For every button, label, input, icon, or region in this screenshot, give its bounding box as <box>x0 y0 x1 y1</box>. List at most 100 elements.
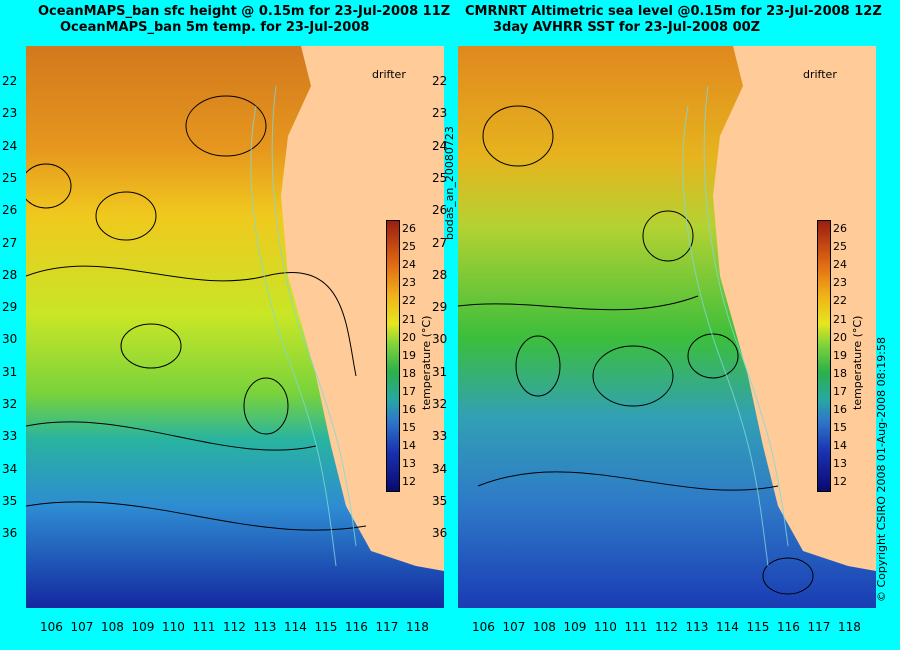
latitude-tick-label: 28 <box>432 267 448 282</box>
longitude-tick-label: 112 <box>223 620 246 634</box>
colorbar-tick-label: 13 <box>402 457 416 471</box>
right-title-line1: CMRNRT Altimetric sea level @0.15m for 2… <box>465 4 882 19</box>
colorbar-tick-label: 19 <box>402 348 416 362</box>
left-drifter-label: drifter <box>372 68 406 81</box>
longitude-tick-label: 113 <box>685 620 709 634</box>
latitude-tick-label: 31 <box>2 364 18 379</box>
colorbar-tick-label: 18 <box>402 366 416 380</box>
longitude-tick-label: 117 <box>375 620 399 634</box>
latitude-tick-label: 29 <box>432 300 448 315</box>
colorbar-tick-label: 26 <box>402 222 416 235</box>
left-title-line1: OceanMAPS_ban sfc height @ 0.15m for 23-… <box>38 4 451 19</box>
colorbar-tick-label: 22 <box>833 294 847 308</box>
copyright-label: © Copyright CSIRO 2008 01-Aug-2008 08:19… <box>875 336 888 602</box>
latitude-tick-label: 24 <box>2 138 18 153</box>
right-title-line2: 3day AVHRR SST for 23-Jul-2008 00Z <box>493 20 761 35</box>
colorbar-tick-label: 25 <box>833 240 847 254</box>
latitude-tick-label: 28 <box>2 267 18 282</box>
bathymetry-contours <box>250 85 357 567</box>
colorbar-tick-label: 18 <box>833 366 847 380</box>
sea-level-contours <box>26 95 367 531</box>
latitude-tick-label: 35 <box>432 493 448 508</box>
longitude-tick-label: 108 <box>533 620 556 634</box>
bathymetry-contours <box>682 85 789 567</box>
latitude-tick-label: 23 <box>432 106 448 121</box>
colorbar-tick-label: 22 <box>402 294 416 308</box>
colorbar-tick-label: 23 <box>402 276 416 290</box>
latitude-tick-label: 32 <box>2 397 18 411</box>
latitude-tick-label: 22 <box>432 74 448 88</box>
latitude-tick-label: 27 <box>432 235 448 250</box>
latitude-tick-label: 35 <box>2 493 18 508</box>
longitude-tick-label: 114 <box>716 620 739 634</box>
latitude-tick-label: 34 <box>432 461 448 476</box>
colorbar-tick-label: 21 <box>833 312 847 326</box>
longitude-tick-label: 106 <box>40 620 63 634</box>
longitude-tick-label: 115 <box>314 620 338 634</box>
longitude-tick-label: 116 <box>777 620 800 634</box>
longitude-tick-label: 118 <box>838 620 861 634</box>
longitude-tick-label: 113 <box>253 620 277 634</box>
right-colorbar <box>817 220 831 492</box>
colorbar-tick-label: 13 <box>833 457 847 471</box>
colorbar-tick-label: 26 <box>833 222 847 235</box>
right-map-panel <box>458 46 876 608</box>
latitude-tick-label: 23 <box>2 106 18 121</box>
colorbar-tick-label: 19 <box>833 348 847 362</box>
colorbar-tick-label: 16 <box>402 403 416 416</box>
longitude-tick-label: 109 <box>131 620 155 634</box>
colorbar-tick-label: 17 <box>402 384 416 398</box>
latitude-tick-label: 26 <box>432 203 448 218</box>
left-map-panel <box>26 46 444 608</box>
colorbar-tick-label: 20 <box>402 330 416 344</box>
left-title-line2: OceanMAPS_ban 5m temp. for 23-Jul-2008 <box>60 20 370 35</box>
latitude-tick-label: 25 <box>432 170 448 185</box>
latitude-tick-label: 27 <box>2 235 18 250</box>
colorbar-tick-label: 15 <box>402 421 416 435</box>
right-drifter-label: drifter <box>803 68 837 81</box>
longitude-tick-label: 106 <box>472 620 495 634</box>
latitude-tick-label: 24 <box>432 138 448 153</box>
colorbar-tick-label: 24 <box>833 258 847 272</box>
longitude-tick-label: 111 <box>192 620 216 634</box>
colorbar-tick-label: 20 <box>833 330 847 344</box>
longitude-tick-label: 110 <box>594 620 617 634</box>
left-colorbar <box>386 220 400 492</box>
longitude-tick-label: 114 <box>284 620 307 634</box>
colorbar-tick-label: 14 <box>402 439 416 453</box>
longitude-tick-label: 115 <box>746 620 770 634</box>
colorbar-tick-label: 21 <box>402 312 416 326</box>
latitude-tick-label: 30 <box>2 332 18 347</box>
latitude-tick-label: 25 <box>2 170 18 185</box>
longitude-tick-label: 107 <box>502 620 526 634</box>
sea-level-contours <box>458 105 814 595</box>
latitude-tick-label: 22 <box>2 74 18 88</box>
colorbar-tick-label: 14 <box>833 439 847 453</box>
longitude-tick-label: 118 <box>406 620 429 634</box>
colorbar-tick-label: 24 <box>402 258 416 272</box>
longitude-tick-label: 111 <box>624 620 648 634</box>
colorbar-tick-label: 23 <box>833 276 847 290</box>
latitude-tick-label: 33 <box>432 429 448 444</box>
land-mass <box>713 46 876 571</box>
latitude-tick-label: 34 <box>2 461 18 476</box>
latitude-tick-label: 26 <box>2 203 18 218</box>
colorbar-tick-label: 15 <box>833 421 847 435</box>
right-colorbar-label: temperature (°C) <box>851 315 864 410</box>
colorbar-tick-label: 12 <box>402 475 416 489</box>
colorbar-tick-label: 12 <box>833 475 847 489</box>
colorbar-tick-label: 16 <box>833 403 847 416</box>
longitude-tick-label: 117 <box>807 620 831 634</box>
latitude-tick-label: 31 <box>432 364 448 379</box>
latitude-tick-label: 36 <box>432 526 448 541</box>
latitude-tick-label: 33 <box>2 429 18 444</box>
longitude-tick-label: 116 <box>345 620 368 634</box>
colorbar-tick-label: 25 <box>402 240 416 254</box>
land-mass <box>281 46 444 571</box>
latitude-tick-label: 32 <box>432 397 448 411</box>
latitude-tick-label: 30 <box>432 332 448 347</box>
left-colorbar-label: temperature (°C) <box>420 315 433 410</box>
longitude-tick-label: 112 <box>655 620 678 634</box>
latitude-tick-label: 29 <box>2 300 18 315</box>
longitude-tick-label: 108 <box>101 620 124 634</box>
